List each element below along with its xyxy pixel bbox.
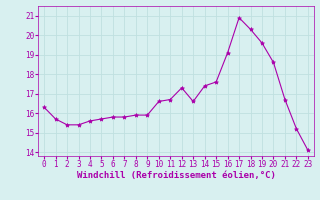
X-axis label: Windchill (Refroidissement éolien,°C): Windchill (Refroidissement éolien,°C) (76, 171, 276, 180)
